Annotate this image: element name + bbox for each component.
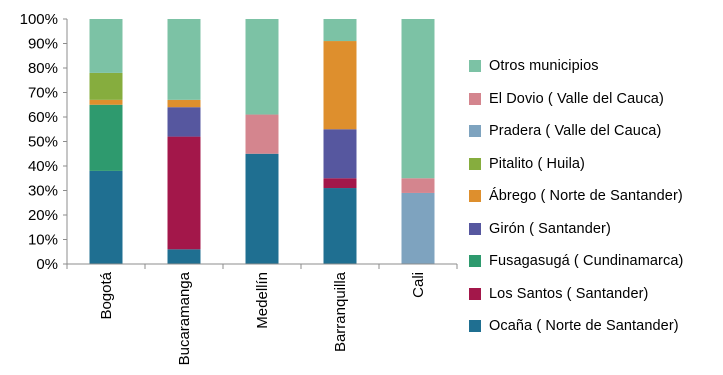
legend-item: Girón ( Santander) [469,213,719,246]
bar-segment [401,178,435,193]
y-tick-label: 90% [28,36,58,53]
legend-label: Pradera ( Valle del Cauca) [489,123,662,140]
legend-label: Otros municipios [489,58,599,75]
bar-segment [167,136,201,250]
y-tick-label: 0% [36,256,58,273]
legend-swatch [469,92,481,105]
y-tick-label: 50% [28,134,58,151]
bar-segment [323,19,357,42]
y-tick-label: 100% [20,11,58,28]
bar-segment [89,170,123,264]
bar-segment [245,153,279,264]
bar-segment [89,72,123,100]
bar-segment [167,249,201,264]
bar-segment [245,114,279,154]
x-tick-label: Medellín [254,272,271,329]
legend-label: Los Santos ( Santander) [489,285,649,302]
legend-swatch [469,255,481,268]
legend-swatch [469,60,481,73]
y-tick-label: 20% [28,207,58,224]
y-tick-label: 80% [28,60,58,77]
x-tick-label: Barranquilla [332,271,349,352]
x-tick-label: Bogotá [98,271,115,319]
y-axis-ticks: 0% 10% 20% 30% 40% 50% 60% 70% 80% 90% 100% [20,11,67,273]
y-tick-label: 70% [28,85,58,102]
bar-segment [401,19,435,179]
bar-segment [323,188,357,264]
bar-segment [89,104,123,171]
legend-swatch [469,190,481,203]
legend-item: Ábrego ( Norte de Santander) [469,180,719,213]
legend-label: Girón ( Santander) [489,220,611,237]
axes [66,19,458,269]
y-tick-label: 10% [28,232,58,249]
bar-segment [89,99,123,105]
bar-segment [167,99,201,108]
legend-item: Los Santos ( Santander) [469,278,719,311]
bar-segment [323,178,357,189]
legend-label: Ocaña ( Norte de Santander) [489,318,679,335]
legend-label: Pitalito ( Huila) [489,155,585,172]
y-tick-label: 40% [28,158,58,175]
y-tick-label: 30% [28,183,58,200]
bar-segment [89,19,123,73]
legend-item: Ocaña ( Norte de Santander) [469,310,719,343]
legend-label: Fusagasugá ( Cundinamarca) [489,253,684,270]
legend: Otros municipios El Dovio ( Valle del Cau… [469,50,719,343]
legend-item: Pitalito ( Huila) [469,148,719,181]
x-tick-label: Cali [410,272,427,298]
legend-item: Otros municipios [469,50,719,83]
x-axis-labels: Bogotá Bucaramanga Medellín Barranquilla Cal… [98,271,427,365]
legend-item: Pradera ( Valle del Cauca) [469,115,719,148]
bar-segment [167,19,201,100]
bar-segment [167,107,201,137]
bar-segment [323,41,357,130]
x-tick-label: Bucaramanga [176,271,193,365]
legend-swatch [469,320,481,333]
legend-swatch [469,157,481,170]
y-tick-label: 60% [28,109,58,126]
bar-segment [245,19,279,115]
legend-label: Ábrego ( Norte de Santander) [489,188,683,205]
legend-swatch [469,287,481,300]
legend-swatch [469,222,481,235]
legend-label: El Dovio ( Valle del Cauca) [489,90,664,107]
bar-segment [323,129,357,179]
bar-segment [401,192,435,264]
legend-swatch [469,125,481,138]
legend-item: El Dovio ( Valle del Cauca) [469,83,719,116]
bars [89,19,435,264]
legend-item: Fusagasugá ( Cundinamarca) [469,245,719,278]
